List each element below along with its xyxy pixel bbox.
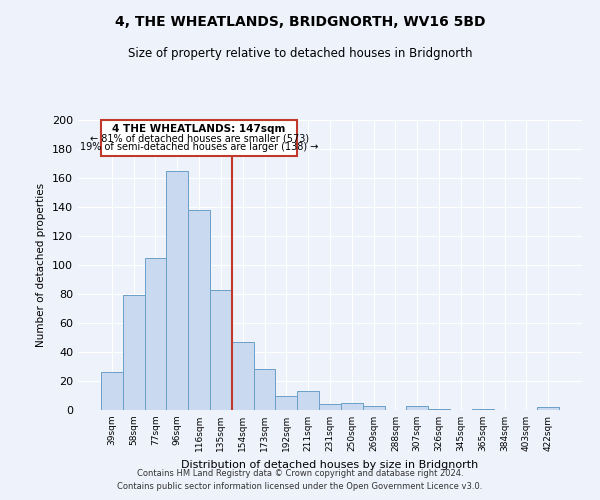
Bar <box>166 171 188 410</box>
Bar <box>275 396 297 410</box>
Bar <box>406 406 428 410</box>
Text: Contains public sector information licensed under the Open Government Licence v3: Contains public sector information licen… <box>118 482 482 491</box>
Bar <box>188 210 210 410</box>
Bar <box>472 408 494 410</box>
Bar <box>210 290 232 410</box>
Bar <box>123 296 145 410</box>
X-axis label: Distribution of detached houses by size in Bridgnorth: Distribution of detached houses by size … <box>181 460 479 469</box>
Bar <box>101 372 123 410</box>
Bar <box>341 403 363 410</box>
Text: 19% of semi-detached houses are larger (138) →: 19% of semi-detached houses are larger (… <box>80 142 318 152</box>
Bar <box>232 342 254 410</box>
Text: ← 81% of detached houses are smaller (573): ← 81% of detached houses are smaller (57… <box>89 133 308 143</box>
Text: 4 THE WHEATLANDS: 147sqm: 4 THE WHEATLANDS: 147sqm <box>112 124 286 134</box>
Bar <box>363 406 385 410</box>
Text: Contains HM Land Registry data © Crown copyright and database right 2024.: Contains HM Land Registry data © Crown c… <box>137 468 463 477</box>
Bar <box>254 370 275 410</box>
Bar <box>319 404 341 410</box>
Text: Size of property relative to detached houses in Bridgnorth: Size of property relative to detached ho… <box>128 48 472 60</box>
Bar <box>537 407 559 410</box>
Bar <box>297 391 319 410</box>
Y-axis label: Number of detached properties: Number of detached properties <box>37 183 46 347</box>
FancyBboxPatch shape <box>101 120 297 156</box>
Text: 4, THE WHEATLANDS, BRIDGNORTH, WV16 5BD: 4, THE WHEATLANDS, BRIDGNORTH, WV16 5BD <box>115 15 485 29</box>
Bar <box>145 258 166 410</box>
Bar <box>428 408 450 410</box>
